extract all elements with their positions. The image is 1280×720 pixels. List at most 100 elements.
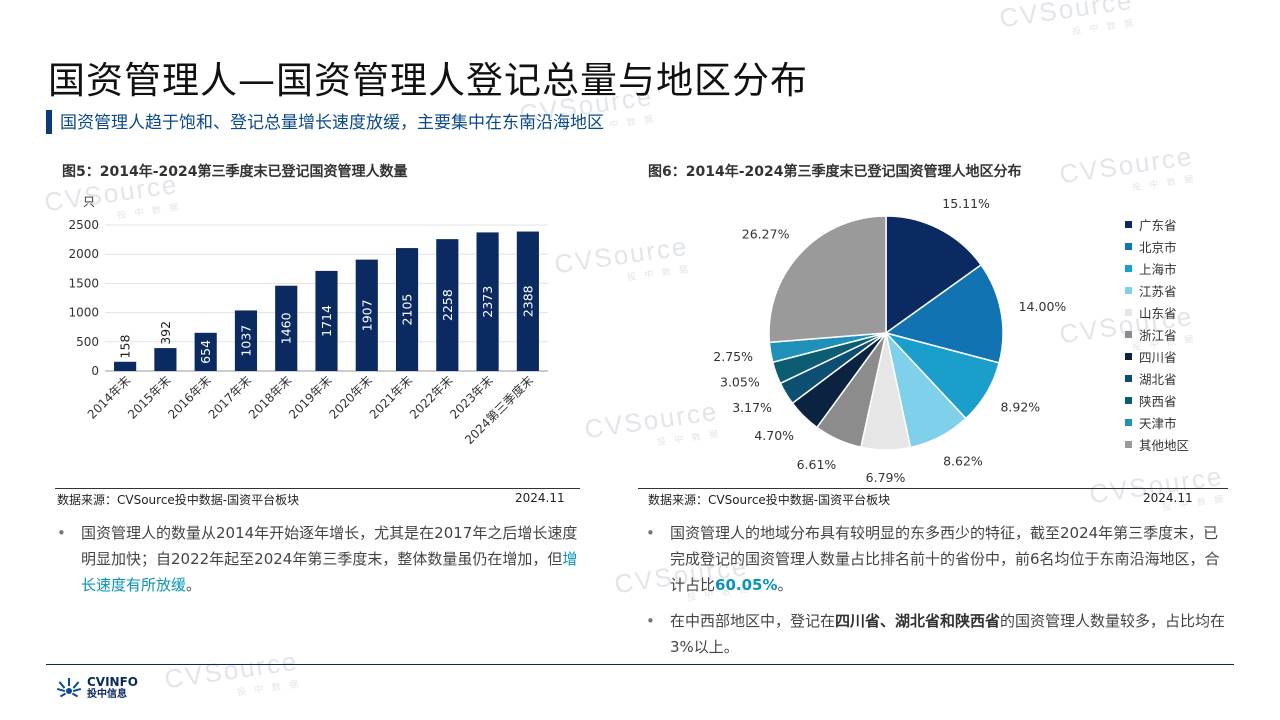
- bar: [114, 361, 137, 371]
- legend-label: 浙江省: [1139, 327, 1177, 343]
- pie-slice: [768, 215, 887, 344]
- legend-label: 湖北省: [1139, 371, 1177, 387]
- bar: [476, 232, 499, 371]
- legend-item: 陕西省: [1125, 389, 1189, 411]
- pie-value-label: 2.75%: [713, 349, 753, 364]
- legend-swatch: [1125, 308, 1132, 316]
- bar-chart: 只 0 500 1000 1500 2000 2500 158 2014年末 392 2015年末 6…: [68, 195, 548, 448]
- bullet-highlight: 60.05%: [715, 576, 778, 594]
- left-bullets: 国资管理人的数量从2014年开始逐年增长，尤其是在2017年之后增长速度明显加快…: [57, 520, 582, 608]
- y-tick-label: 500: [76, 335, 99, 349]
- legend-swatch: [1125, 374, 1132, 382]
- bar-chart-title: 图5：2014年-2024第三季度末已登记国资管理人数量: [62, 164, 408, 180]
- bar-value-label: 1907: [359, 299, 374, 331]
- x-tick-label: 2022年末: [407, 373, 455, 421]
- bar: [194, 332, 217, 371]
- bar-value-label: 1714: [319, 305, 334, 337]
- legend-item: 北京市: [1125, 235, 1189, 257]
- legend-label: 山东省: [1139, 305, 1177, 321]
- page-subtitle: 国资管理人趋于饱和、登记总量增长速度放缓，主要集中在东南沿海地区: [60, 113, 604, 133]
- left-date: 2024.11: [515, 491, 565, 505]
- legend-label: 其他地区: [1139, 437, 1190, 453]
- legend-item: 广东省: [1125, 213, 1189, 235]
- pie-chart-title: 图6：2014年-2024第三季度末已登记国资管理人地区分布: [648, 164, 1022, 180]
- legend-swatch: [1125, 264, 1132, 272]
- legend-label: 上海市: [1139, 261, 1177, 277]
- x-tick-label: 2015年末: [125, 373, 173, 421]
- x-tick-label: 2018年末: [246, 373, 294, 421]
- bar: [154, 348, 177, 371]
- right-source: 数据来源：CVSource投中数据-国资平台板块: [648, 493, 891, 507]
- right-bullet-item: 国资管理人的地域分布具有较明显的东多西少的特征，截至2024年第三季度末，已完成…: [646, 520, 1231, 598]
- legend-swatch: [1125, 330, 1132, 338]
- logo-icon: [56, 678, 82, 698]
- legend-swatch: [1125, 440, 1132, 448]
- pie-value-label: 3.05%: [720, 375, 760, 390]
- bullet-text: 的国资管理人数量较多，占比均在3%以上。: [670, 612, 1226, 656]
- bar-value-label: 1460: [279, 312, 294, 344]
- legend-label: 北京市: [1139, 239, 1177, 255]
- bar-value-label: 654: [198, 340, 213, 364]
- left-divider: [55, 488, 580, 489]
- legend-item: 上海市: [1125, 257, 1189, 279]
- legend-label: 四川省: [1139, 349, 1177, 365]
- right-bullet-item: 在中西部地区中，登记在四川省、湖北省和陕西省的国资管理人数量较多，占比均在3%以…: [646, 608, 1231, 660]
- left-source: 数据来源：CVSource投中数据-国资平台板块: [57, 493, 300, 507]
- bar: [234, 310, 258, 371]
- legend-label: 陕西省: [1139, 393, 1177, 409]
- watermark: CVSource 投 中 数 据: [997, 0, 1137, 37]
- bar-value-label: 2373: [480, 286, 495, 318]
- legend-item: 天津市: [1125, 411, 1189, 433]
- legend-label: 江苏省: [1139, 283, 1177, 299]
- pie-value-label: 6.61%: [797, 457, 837, 472]
- bar: [436, 239, 459, 371]
- pie-value-label: 26.27%: [742, 227, 790, 242]
- footer-divider: [46, 664, 1234, 665]
- x-tick-label: 2017年末: [206, 373, 254, 421]
- bullet-text: 国资管理人的地域分布具有较明显的东多西少的特征，截至2024年第三季度末，已完成…: [670, 524, 1220, 594]
- x-tick-label: 2016年末: [165, 373, 213, 421]
- x-tick-label: 2024第三季度末: [461, 373, 536, 448]
- bar-value-label: 2105: [400, 294, 415, 326]
- pie-value-label: 4.70%: [754, 428, 794, 443]
- y-axis-unit-label: 只: [83, 195, 95, 209]
- bar-value-label: 2388: [520, 285, 535, 317]
- pie-slice: [884, 263, 1004, 364]
- bar: [395, 248, 419, 371]
- right-divider: [638, 488, 1228, 489]
- x-tick-label: 2019年末: [286, 373, 334, 421]
- bar-value-label: 2258: [440, 289, 455, 321]
- x-tick-label: 2014年末: [85, 373, 133, 421]
- x-tick-label: 2021年末: [367, 373, 415, 421]
- bullet-text: 国资管理人的数量从2014年开始逐年增长，尤其是在2017年之后增长速度明显加快…: [81, 524, 578, 568]
- legend-swatch: [1125, 396, 1132, 404]
- logo-sub: 投中信息: [87, 688, 127, 700]
- bar-value-label: 392: [158, 321, 173, 345]
- pie-legend: 广东省北京市上海市江苏省山东省浙江省四川省湖北省陕西省天津市其他地区: [1125, 213, 1189, 455]
- bullet-text: 。: [186, 576, 202, 594]
- page-title: 国资管理人—国资管理人登记总量与地区分布: [48, 59, 808, 102]
- y-tick-label: 1500: [68, 276, 99, 290]
- y-tick-label: 2500: [68, 218, 99, 232]
- pie-value-label: 6.79%: [866, 470, 906, 485]
- legend-swatch: [1125, 242, 1132, 250]
- legend-label: 天津市: [1139, 415, 1177, 431]
- y-tick-label: 1000: [68, 306, 99, 320]
- legend-item: 四川省: [1125, 345, 1189, 367]
- bullet-bold: 四川省、湖北省和陕西省: [835, 612, 1001, 630]
- legend-swatch: [1125, 418, 1132, 426]
- bullet-text: 在中西部地区中，登记在: [670, 612, 836, 630]
- bar-value-label: 1037: [238, 325, 253, 357]
- right-date: 2024.11: [1143, 491, 1193, 505]
- pie-value-label: 8.62%: [943, 454, 983, 469]
- bullet-highlight: 增长速度有所放缓: [81, 550, 578, 594]
- cvinfo-logo: CVINFO 投中信息: [55, 675, 138, 701]
- legend-swatch: [1125, 352, 1132, 360]
- pie-chart: 15.11% 14.00% 8.92% 8.62% 6.79% 6.61%4.70% 3.1…: [713, 196, 1067, 485]
- bar: [275, 285, 298, 371]
- pie-value-label: 14.00%: [1019, 299, 1067, 314]
- pie-slice: [885, 215, 983, 335]
- bar: [355, 259, 378, 371]
- legend-item: 山东省: [1125, 301, 1189, 323]
- legend-item: 湖北省: [1125, 367, 1189, 389]
